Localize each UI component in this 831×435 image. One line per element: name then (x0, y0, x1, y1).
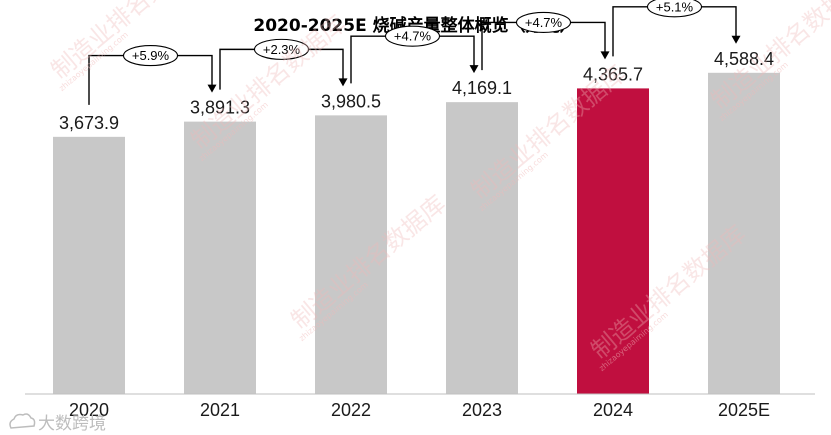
bar-2025E (708, 72, 780, 394)
logo-text: 大数跨境 (38, 414, 106, 434)
x-tick-2020: 2020 (69, 400, 109, 420)
arrow-down-icon (338, 78, 348, 87)
value-label-2024: 4,365.7 (583, 64, 643, 84)
growth-connectors-group: +5.9% +2.3% +4.7% +4.7% +5.1% (88, 0, 741, 105)
growth-label-2025E: +5.1% (656, 0, 694, 14)
value-label-2025E: 4,588.4 (714, 49, 774, 69)
bars-group (53, 72, 780, 395)
bar-2022 (315, 115, 387, 395)
x-tick-2021: 2021 (200, 400, 240, 420)
growth-connector-2022: +2.3% (219, 38, 348, 90)
bar-2024 (577, 88, 649, 394)
growth-label-2021: +5.9% (132, 48, 170, 63)
chart-title: 2020-2025E 烧碱产量整体概览（万吨） (253, 15, 576, 36)
growth-label-2024: +4.7% (525, 15, 563, 30)
x-tick-2023: 2023 (462, 400, 502, 420)
x-tick-2024: 2024 (593, 400, 633, 420)
arrow-down-icon (731, 35, 741, 44)
value-label-2023: 4,169.1 (452, 78, 512, 98)
growth-connector-2023: +4.7% (350, 25, 479, 84)
arrow-down-icon (207, 84, 217, 93)
x-tick-labels-group: 2020 2021 2022 2023 2024 2025E (69, 400, 770, 420)
growth-connector-2021: +5.9% (88, 45, 217, 105)
growth-label-2023: +4.7% (394, 29, 432, 44)
watermark-text: 制造业排名数据库 (46, 0, 211, 85)
x-tick-2022: 2022 (331, 400, 371, 420)
growth-connector-2024: +4.7% (481, 11, 610, 71)
arrow-down-icon (469, 65, 479, 74)
growth-badge (515, 11, 572, 33)
source-logo: 大数跨境 (9, 413, 106, 434)
bar-2020 (53, 136, 125, 394)
x-tick-2025E: 2025E (718, 400, 770, 420)
bar-2021 (184, 121, 256, 394)
value-labels-group: 3,673.9 3,891.3 3,980.5 4,169.1 4,365.7 4,588… (59, 49, 774, 133)
value-label-2022: 3,980.5 (321, 91, 381, 111)
growth-badge (253, 38, 310, 60)
growth-badge (646, 0, 703, 18)
value-label-2020: 3,673.9 (59, 113, 119, 133)
arrow-down-icon (600, 51, 610, 60)
growth-badge (384, 25, 441, 47)
growth-badge (122, 45, 179, 67)
value-label-2021: 3,891.3 (190, 98, 250, 118)
bar-2023 (446, 102, 518, 395)
growth-connector-2025E: +5.1% (612, 0, 741, 57)
cloud-logo-icon (9, 413, 36, 429)
growth-label-2022: +2.3% (263, 42, 301, 57)
